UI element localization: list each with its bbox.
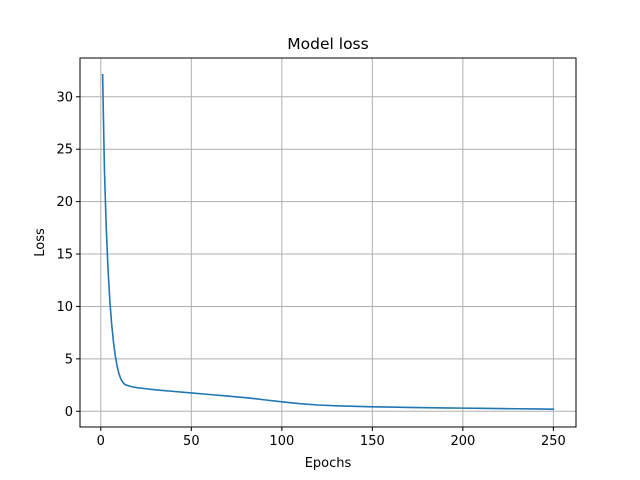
y-tick-label: 0	[65, 405, 73, 420]
y-axis-label: Loss	[33, 228, 48, 257]
y-tick-label: 20	[56, 195, 73, 210]
y-tick-label: 10	[56, 300, 73, 315]
y-tick-label: 25	[56, 143, 73, 158]
chart-title: Model loss	[287, 35, 368, 53]
x-axis-label: Epochs	[305, 456, 352, 471]
grid	[80, 58, 576, 427]
x-tick-label: 0	[97, 434, 105, 449]
x-tick-label: 50	[183, 434, 200, 449]
x-tick-label: 100	[269, 434, 294, 449]
series-layer	[101, 73, 555, 410]
x-tick-label: 250	[541, 434, 566, 449]
x-tick-label: 150	[360, 434, 385, 449]
plot-frame	[79, 57, 577, 428]
y-tick-label: 15	[56, 248, 73, 263]
loss-series-line	[101, 73, 555, 410]
y-tick-label: 30	[56, 90, 73, 105]
ticks: 0 50 100 150 200 250 0 5 10 15 20 25 30	[56, 90, 565, 449]
x-tick-label: 200	[450, 434, 475, 449]
y-tick-label: 5	[65, 352, 73, 367]
